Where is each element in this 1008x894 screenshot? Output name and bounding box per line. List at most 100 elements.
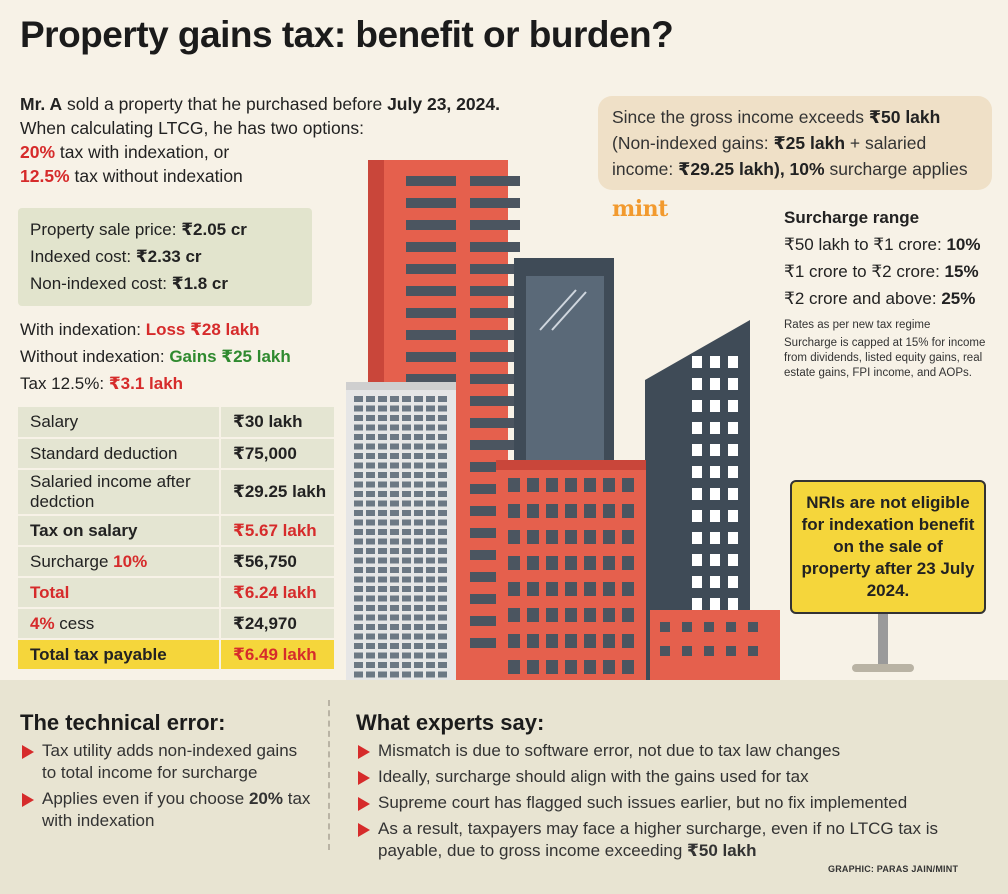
window bbox=[692, 598, 702, 610]
window bbox=[366, 548, 375, 554]
window bbox=[378, 434, 387, 440]
window bbox=[354, 519, 363, 526]
gross-e: + salaried income: bbox=[612, 133, 927, 179]
window bbox=[438, 567, 447, 573]
buildings-illustration bbox=[346, 160, 780, 680]
indexed-cost-value: ₹2.33 cr bbox=[135, 247, 202, 266]
window bbox=[728, 576, 738, 588]
window bbox=[414, 576, 423, 583]
window bbox=[366, 624, 375, 630]
window bbox=[584, 582, 596, 596]
window bbox=[366, 481, 375, 488]
experts-list: Mismatch is due to software error, not d… bbox=[356, 740, 996, 866]
window bbox=[366, 405, 375, 412]
window bbox=[704, 646, 714, 656]
tech-item2-c: tax with indexation bbox=[42, 789, 311, 830]
window bbox=[728, 422, 738, 434]
window bbox=[470, 594, 520, 604]
technical-error-heading: The technical error: bbox=[20, 710, 226, 735]
window bbox=[378, 415, 387, 421]
window bbox=[390, 415, 399, 421]
window bbox=[378, 510, 387, 516]
window bbox=[378, 586, 387, 592]
window bbox=[378, 548, 387, 554]
window bbox=[366, 567, 375, 573]
list-item: Mismatch is due to software error, not d… bbox=[356, 740, 996, 762]
list-item: Ideally, surcharge should align with the… bbox=[356, 766, 996, 788]
gross-d: ₹25 lakh bbox=[773, 133, 846, 153]
total-label: Total bbox=[18, 577, 221, 609]
window bbox=[438, 510, 447, 516]
window bbox=[378, 624, 387, 630]
window bbox=[470, 528, 520, 538]
window bbox=[366, 415, 375, 421]
window bbox=[366, 605, 375, 611]
window bbox=[354, 538, 363, 545]
window bbox=[603, 504, 615, 518]
option2-pct: 12.5% bbox=[20, 166, 70, 186]
window bbox=[728, 356, 738, 368]
window bbox=[692, 510, 702, 522]
intro-mid: sold a property that he purchased before bbox=[62, 94, 388, 114]
gross-g: surcharge applies bbox=[824, 159, 968, 179]
window bbox=[508, 634, 520, 648]
window bbox=[390, 434, 399, 440]
window bbox=[470, 352, 520, 362]
window bbox=[584, 608, 596, 622]
window bbox=[565, 504, 577, 518]
window bbox=[414, 652, 423, 659]
window bbox=[390, 595, 399, 602]
window bbox=[508, 660, 520, 674]
window bbox=[402, 415, 411, 421]
expert-item4-b: ₹50 lakh bbox=[687, 841, 757, 860]
window bbox=[366, 472, 375, 478]
window bbox=[366, 500, 375, 507]
window bbox=[508, 582, 520, 596]
window bbox=[390, 519, 399, 526]
window bbox=[378, 396, 387, 402]
option1-pct: 20% bbox=[20, 142, 56, 162]
window bbox=[426, 529, 435, 535]
window bbox=[366, 614, 375, 621]
window bbox=[390, 576, 399, 583]
window bbox=[414, 453, 423, 459]
window bbox=[470, 396, 520, 406]
window bbox=[622, 504, 634, 518]
window bbox=[426, 671, 435, 678]
sale-details-box: Property sale price: ₹2.05 cr Indexed co… bbox=[18, 208, 312, 306]
window bbox=[508, 608, 520, 622]
window bbox=[527, 556, 539, 570]
window bbox=[390, 443, 399, 450]
window bbox=[414, 567, 423, 573]
window bbox=[366, 538, 375, 545]
window bbox=[438, 576, 447, 583]
window bbox=[402, 652, 411, 659]
window bbox=[438, 614, 447, 621]
outcomes: With indexation: Loss ₹28 lakh Without i… bbox=[20, 316, 291, 397]
window bbox=[426, 614, 435, 621]
table-row: Standard deduction ₹75,000 bbox=[18, 438, 334, 470]
nonindexed-cost-value: ₹1.8 cr bbox=[171, 274, 229, 293]
window bbox=[622, 634, 634, 648]
window bbox=[426, 652, 435, 659]
window bbox=[527, 634, 539, 648]
window bbox=[402, 662, 411, 668]
with-indexation-label: With indexation: bbox=[20, 320, 146, 339]
table-row: Tax on salary ₹5.67 lakh bbox=[18, 515, 334, 547]
window bbox=[710, 378, 720, 390]
window bbox=[378, 595, 387, 602]
tax-table: Salary ₹30 lakh Standard deduction ₹75,0… bbox=[18, 407, 334, 671]
bottom-section bbox=[0, 680, 1008, 894]
window bbox=[470, 572, 520, 582]
salary-label: Salary bbox=[18, 407, 221, 439]
window bbox=[426, 538, 435, 545]
gross-income-note: Since the gross income exceeds ₹50 lakh … bbox=[598, 96, 992, 190]
window bbox=[354, 576, 363, 583]
window bbox=[390, 453, 399, 459]
surcharge-value: ₹56,750 bbox=[220, 546, 334, 578]
window bbox=[426, 643, 435, 649]
window bbox=[414, 443, 423, 450]
window bbox=[414, 491, 423, 497]
window bbox=[438, 396, 447, 402]
window bbox=[728, 466, 738, 478]
